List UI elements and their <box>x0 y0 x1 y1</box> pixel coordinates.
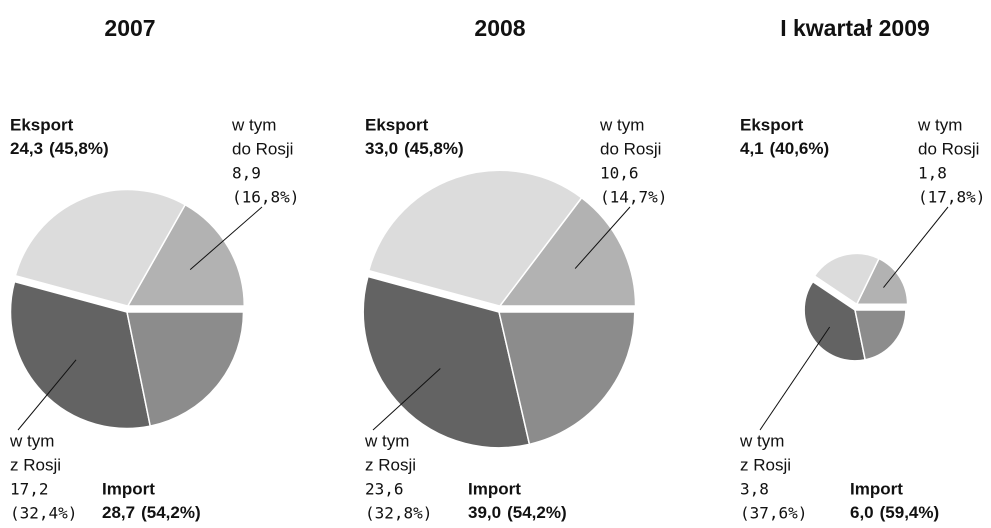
part-label: w tym <box>231 115 276 134</box>
share-label: (45,8%) <box>404 139 464 158</box>
value-label: 24,3 <box>10 139 43 158</box>
part-label: do Rosji <box>600 139 661 158</box>
import-russia-slice <box>9 280 152 430</box>
part-value: 3,8 <box>740 480 769 499</box>
share-label: (54,2%) <box>141 503 201 522</box>
group-name: Eksport <box>10 115 74 134</box>
leader-line <box>372 368 441 431</box>
part-value: 17,2 <box>10 480 49 499</box>
part-label: do Rosji <box>232 139 293 158</box>
leader-line <box>759 326 831 431</box>
export-russia-slice <box>126 203 246 307</box>
export-other-slice <box>14 188 187 307</box>
part-percent: (37,6%) <box>740 504 807 523</box>
part-percent: (17,8%) <box>918 188 985 207</box>
part-percent: (32,4%) <box>10 504 77 523</box>
part-label: w tym <box>364 431 409 450</box>
part-value: 23,6 <box>365 480 404 499</box>
import-russia-slice <box>362 275 531 449</box>
chart-title: 2007 <box>104 15 155 41</box>
group-value: 28,7 (54,2%) <box>102 503 201 522</box>
import-other-slice <box>854 309 907 361</box>
import-russia-slice <box>803 280 867 362</box>
value-label: 33,0 <box>365 139 398 158</box>
chart-title: I kwartał 2009 <box>780 15 930 41</box>
group-name: Import <box>468 479 521 498</box>
group-name: Import <box>850 479 903 498</box>
chart-title: 2008 <box>474 15 525 41</box>
group-name: Eksport <box>365 115 429 134</box>
share-label: (45,8%) <box>49 139 109 158</box>
part-percent: (14,7%) <box>600 188 667 207</box>
part-label: z Rosji <box>365 455 416 474</box>
part-label: w tym <box>739 431 784 450</box>
part-label: z Rosji <box>740 455 791 474</box>
import-other-slice <box>126 311 245 428</box>
part-label: w tym <box>599 115 644 134</box>
part-label: do Rosji <box>918 139 979 158</box>
group-value: 39,0 (54,2%) <box>468 503 567 522</box>
group-name: Import <box>102 479 155 498</box>
leader-line <box>189 206 263 271</box>
part-label: w tym <box>917 115 962 134</box>
group-value: 4,1 (40,6%) <box>740 139 829 158</box>
export-russia-slice <box>855 257 909 306</box>
value-label: 6,0 <box>850 503 874 522</box>
part-label: w tym <box>9 431 54 450</box>
share-label: (54,2%) <box>507 503 567 522</box>
share-label: (59,4%) <box>880 503 940 522</box>
part-value: 10,6 <box>600 164 639 183</box>
share-label: (40,6%) <box>770 139 830 158</box>
part-value: 8,9 <box>232 164 261 183</box>
group-name: Eksport <box>740 115 804 134</box>
leader-line <box>574 206 631 269</box>
part-percent: (32,8%) <box>365 504 432 523</box>
value-label: 39,0 <box>468 503 501 522</box>
part-percent: (16,8%) <box>232 188 299 207</box>
value-label: 4,1 <box>740 139 764 158</box>
export-russia-slice <box>498 196 637 307</box>
export-other-slice <box>367 169 583 307</box>
leader-line <box>17 359 77 431</box>
part-label: z Rosji <box>10 455 61 474</box>
value-label: 28,7 <box>102 503 135 522</box>
group-value: 33,0 (45,8%) <box>365 139 464 158</box>
part-value: 1,8 <box>918 164 947 183</box>
group-value: 24,3 (45,8%) <box>10 139 109 158</box>
group-value: 6,0 (59,4%) <box>850 503 939 522</box>
leader-line <box>883 206 949 288</box>
import-other-slice <box>498 311 636 446</box>
export-other-slice <box>813 252 880 306</box>
